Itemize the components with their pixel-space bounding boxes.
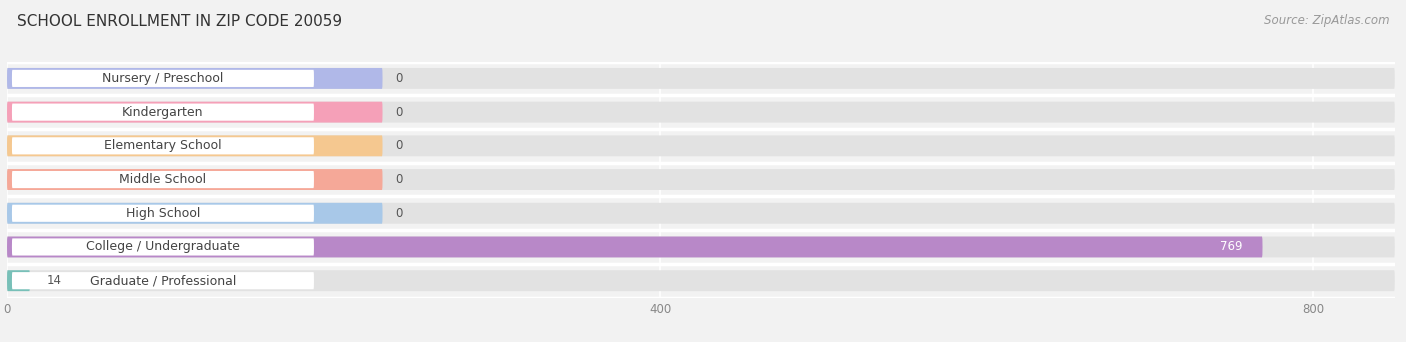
FancyBboxPatch shape xyxy=(11,171,314,188)
Text: 0: 0 xyxy=(395,139,404,152)
FancyBboxPatch shape xyxy=(11,70,314,87)
FancyBboxPatch shape xyxy=(7,237,1395,258)
FancyBboxPatch shape xyxy=(7,203,1395,224)
FancyBboxPatch shape xyxy=(7,102,382,122)
Text: High School: High School xyxy=(125,207,200,220)
FancyBboxPatch shape xyxy=(7,68,382,89)
FancyBboxPatch shape xyxy=(7,102,1395,122)
FancyBboxPatch shape xyxy=(11,104,314,121)
FancyBboxPatch shape xyxy=(7,169,382,190)
FancyBboxPatch shape xyxy=(7,270,1395,291)
Text: 0: 0 xyxy=(395,173,404,186)
FancyBboxPatch shape xyxy=(7,68,1395,89)
Text: College / Undergraduate: College / Undergraduate xyxy=(86,240,240,253)
Text: 769: 769 xyxy=(1220,240,1243,253)
Text: Elementary School: Elementary School xyxy=(104,139,222,152)
FancyBboxPatch shape xyxy=(11,272,314,289)
FancyBboxPatch shape xyxy=(7,203,382,224)
Text: 14: 14 xyxy=(46,274,62,287)
Text: 0: 0 xyxy=(395,106,404,119)
FancyBboxPatch shape xyxy=(7,270,30,291)
FancyBboxPatch shape xyxy=(11,137,314,154)
Text: Middle School: Middle School xyxy=(120,173,207,186)
FancyBboxPatch shape xyxy=(11,238,314,255)
Text: Graduate / Professional: Graduate / Professional xyxy=(90,274,236,287)
Text: SCHOOL ENROLLMENT IN ZIP CODE 20059: SCHOOL ENROLLMENT IN ZIP CODE 20059 xyxy=(17,14,342,29)
FancyBboxPatch shape xyxy=(7,237,1263,258)
FancyBboxPatch shape xyxy=(11,205,314,222)
Text: 0: 0 xyxy=(395,207,404,220)
Text: Source: ZipAtlas.com: Source: ZipAtlas.com xyxy=(1264,14,1389,27)
Text: Nursery / Preschool: Nursery / Preschool xyxy=(103,72,224,85)
FancyBboxPatch shape xyxy=(7,169,1395,190)
FancyBboxPatch shape xyxy=(7,135,382,156)
FancyBboxPatch shape xyxy=(7,135,1395,156)
Text: 0: 0 xyxy=(395,72,404,85)
Text: Kindergarten: Kindergarten xyxy=(122,106,204,119)
